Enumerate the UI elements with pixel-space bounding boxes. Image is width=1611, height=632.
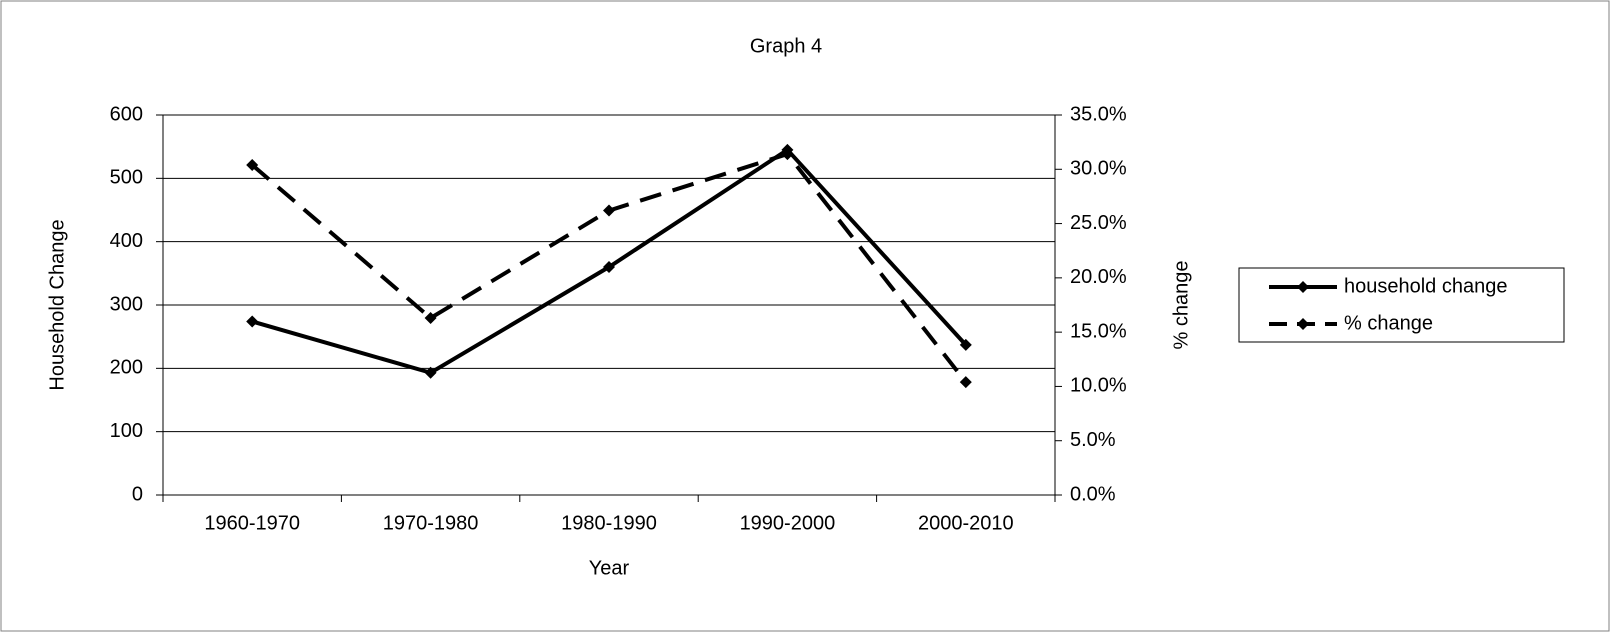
marker <box>959 376 972 389</box>
marker <box>424 366 437 379</box>
x-tick-label: 1960-1970 <box>204 512 300 534</box>
x-tick-label: 1970-1980 <box>383 512 479 534</box>
marker <box>603 204 615 217</box>
y2-tick-label: 10.0% <box>1070 375 1127 397</box>
y-tick-label: 100 <box>110 420 143 442</box>
y-axis-label: Household Change <box>46 219 68 390</box>
marker <box>959 338 972 351</box>
y2-tick-label: 5.0% <box>1070 429 1116 451</box>
x-tick-label: 1980-1990 <box>561 512 657 534</box>
y-tick-label: 600 <box>110 103 143 125</box>
y2-tick-label: 30.0% <box>1070 158 1127 180</box>
marker <box>246 158 259 171</box>
marker <box>781 148 794 161</box>
marker <box>1297 281 1309 293</box>
marker <box>1297 318 1309 330</box>
marker <box>603 261 615 273</box>
y-tick-label: 0 <box>132 483 143 505</box>
y2-tick-label: 25.0% <box>1070 212 1127 234</box>
x-tick-label: 2000-2010 <box>918 512 1014 534</box>
marker <box>424 312 437 325</box>
y2-tick-label: 15.0% <box>1070 320 1127 342</box>
legend-label: household change <box>1344 275 1507 297</box>
y2-tick-label: 35.0% <box>1070 103 1127 125</box>
y-tick-label: 500 <box>110 167 143 189</box>
x-axis-label: Year <box>589 557 630 579</box>
marker <box>246 315 259 328</box>
y2-tick-label: 0.0% <box>1070 483 1116 505</box>
y2-tick-label: 20.0% <box>1070 266 1127 288</box>
y-tick-label: 300 <box>110 293 143 315</box>
y2-axis-label: % change <box>1170 261 1192 350</box>
legend-label: % change <box>1344 312 1433 334</box>
y-tick-label: 400 <box>110 230 143 252</box>
chart-title: Graph 4 <box>750 35 822 57</box>
x-tick-label: 1990-2000 <box>740 512 836 534</box>
y-tick-label: 200 <box>110 357 143 379</box>
legend-box <box>1238 267 1565 343</box>
